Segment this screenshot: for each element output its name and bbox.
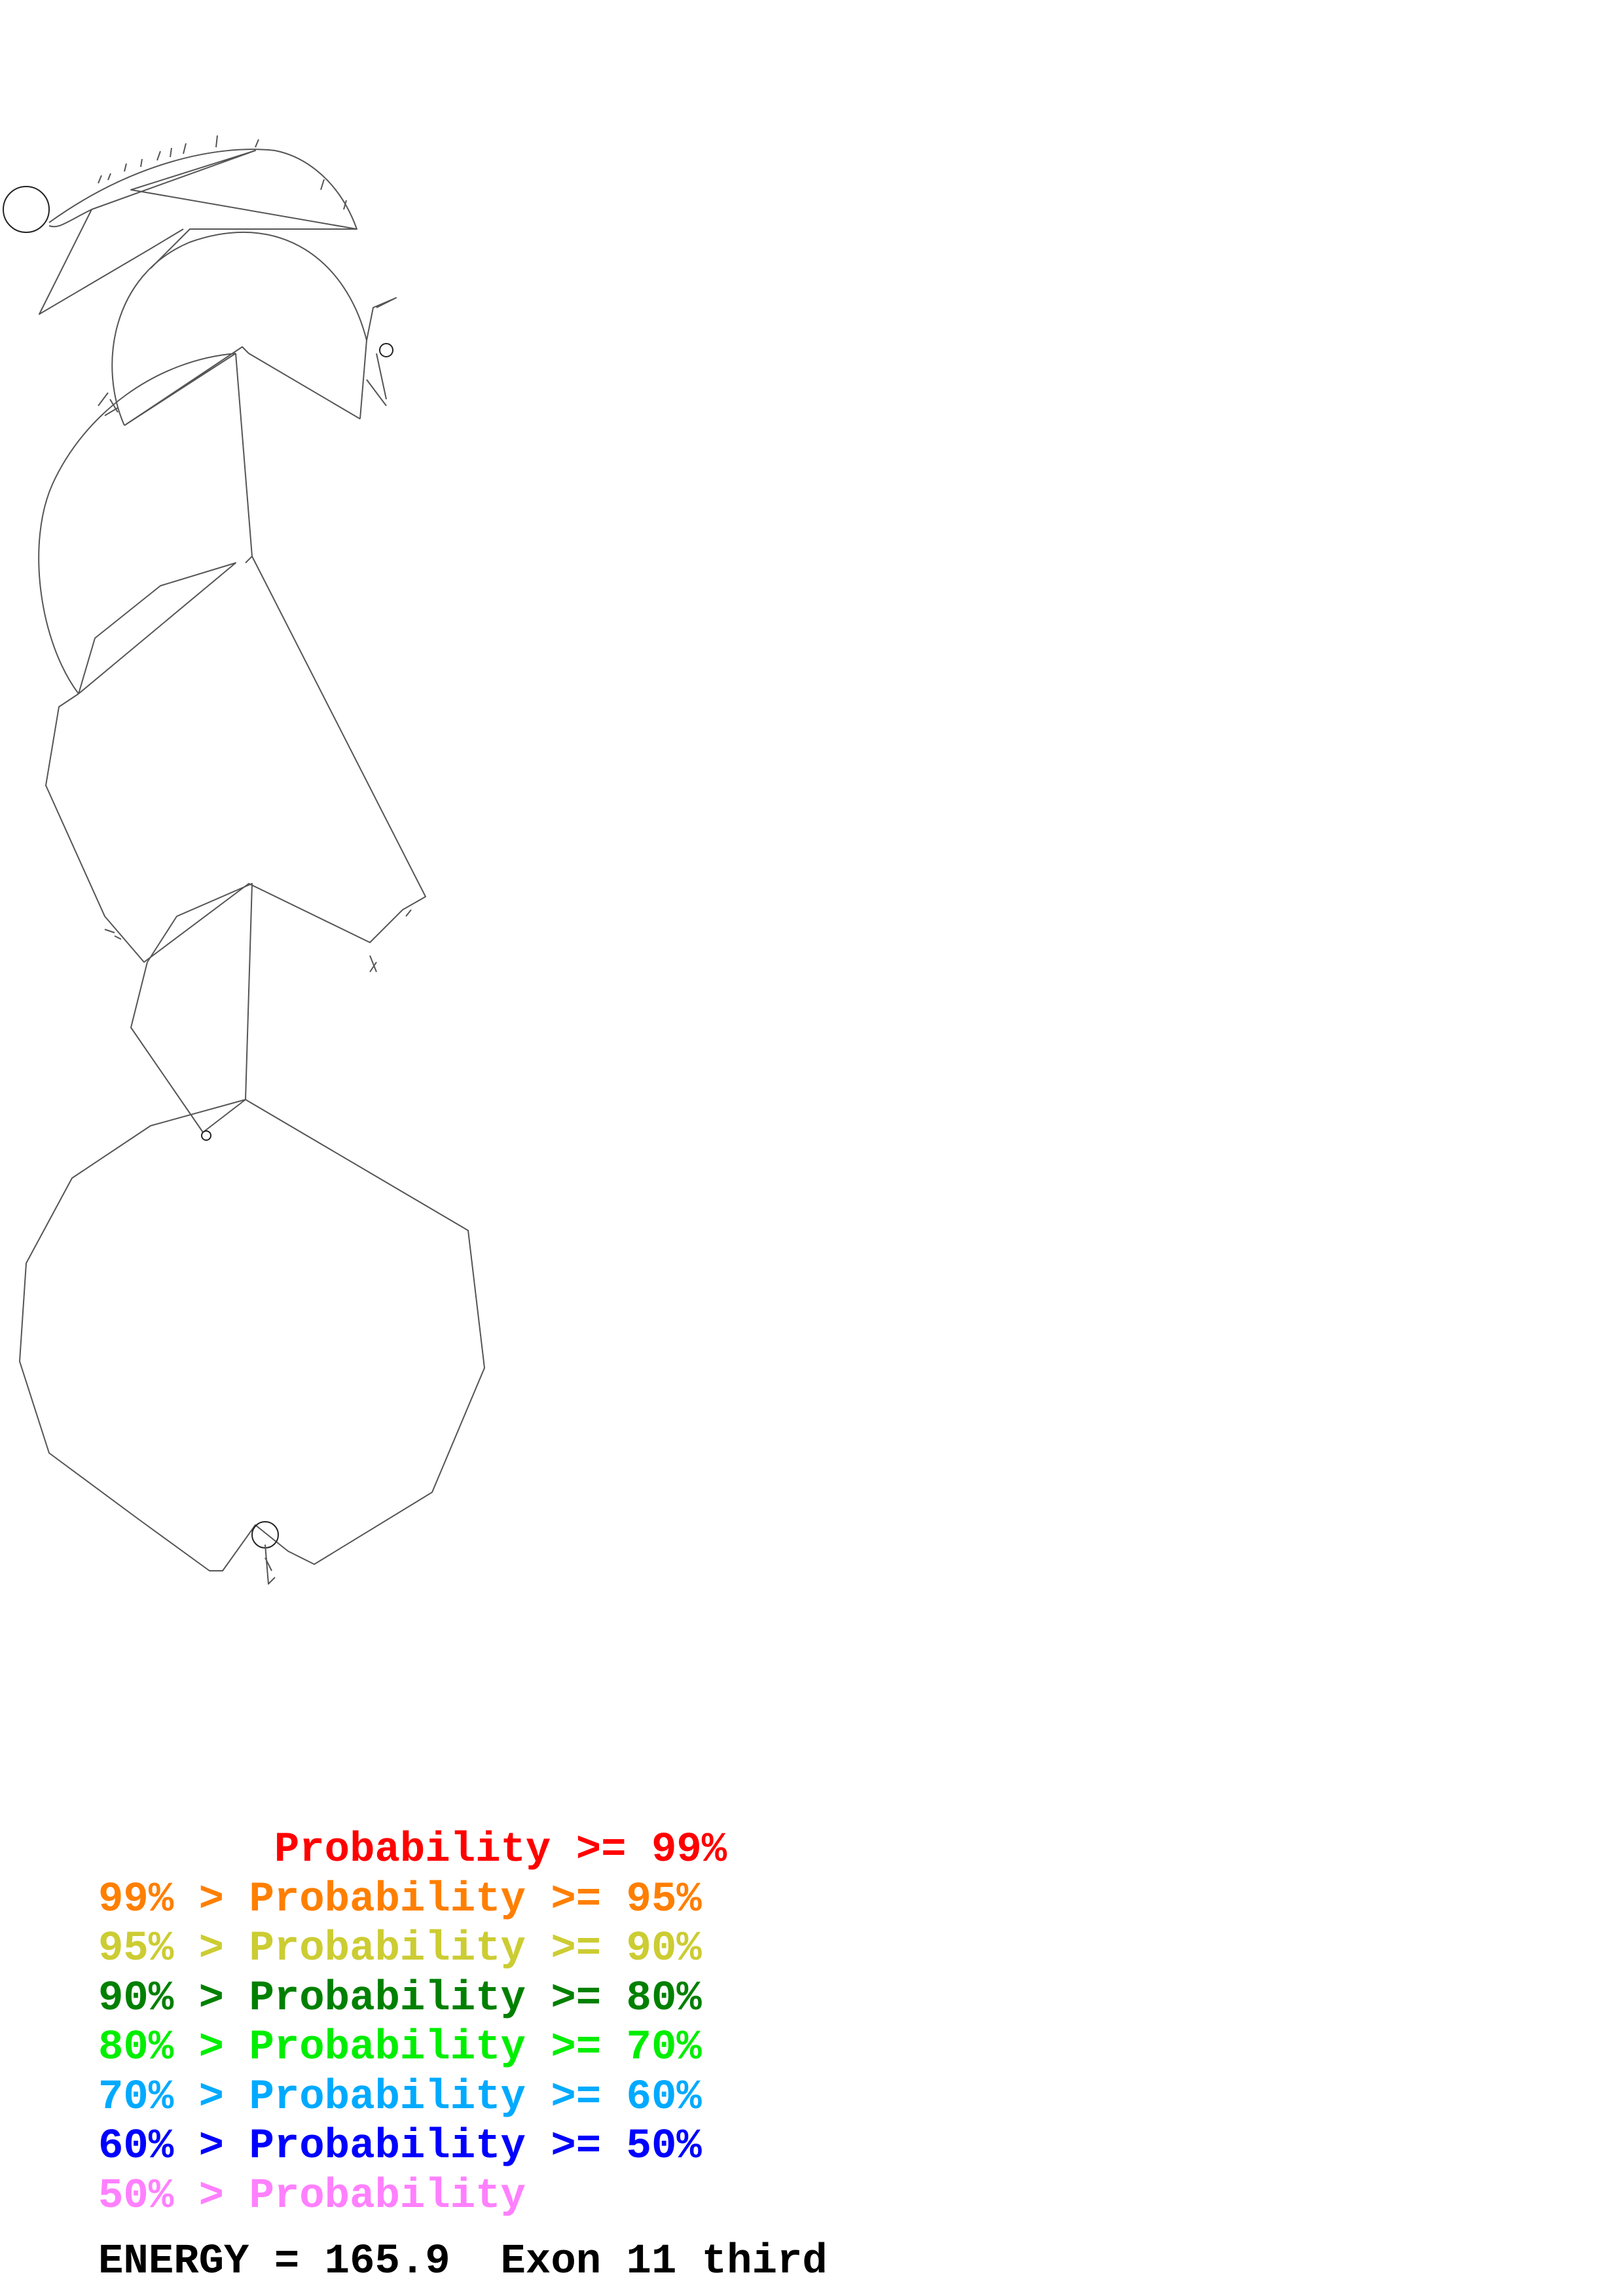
energy-label: ENERGY = 165.9 — [98, 2238, 450, 2286]
interior-loop-central — [45, 556, 426, 963]
multiloop-second-arc — [111, 231, 367, 426]
multiloop-third-arc — [38, 353, 236, 694]
legend-row: Probability >= 99% — [98, 1827, 727, 1874]
legend-row: 50% > Probability — [98, 2172, 526, 2220]
stem-top-left — [39, 209, 184, 315]
helix-top — [91, 150, 357, 269]
hairpin-loop-left — [3, 186, 50, 233]
legend-row: 70% > Probability >= 60% — [98, 2073, 702, 2121]
helix-third — [78, 353, 253, 694]
sequence-name: Exon 11 third — [500, 2238, 828, 2286]
multiloop-top-arc — [48, 149, 357, 230]
legend-row: 95% > Probability >= 90% — [98, 1926, 702, 1973]
legend-row: 60% > Probability >= 50% — [98, 2123, 702, 2170]
rna-secondary-structure — [3, 135, 485, 1585]
helix-second — [124, 346, 361, 426]
hairpin-loop-right — [379, 343, 393, 357]
side-stem-right — [366, 297, 397, 406]
hairpin-ticks-top — [98, 135, 347, 210]
hairpin-stem-bottom — [264, 1544, 276, 1585]
hairpin-loop-small — [201, 1130, 211, 1141]
legend-row: 90% > Probability >= 80% — [98, 1975, 702, 2022]
legend-row: 99% > Probability >= 95% — [98, 1876, 702, 1924]
multiloop-bottom — [19, 1099, 485, 1571]
hairpin-ticks-left — [98, 392, 119, 416]
interior-loop-lower — [130, 883, 253, 1133]
legend-row: 80% > Probability >= 70% — [98, 2024, 702, 2072]
probability-legend: Probability >= 99% 99% > Probability >= 9… — [98, 1826, 727, 2221]
hairpin-loop-bottom — [251, 1521, 279, 1549]
energy-footer: ENERGY = 165.9 Exon 11 third — [98, 2238, 828, 2286]
hairpin-ticks-mid — [104, 909, 412, 973]
